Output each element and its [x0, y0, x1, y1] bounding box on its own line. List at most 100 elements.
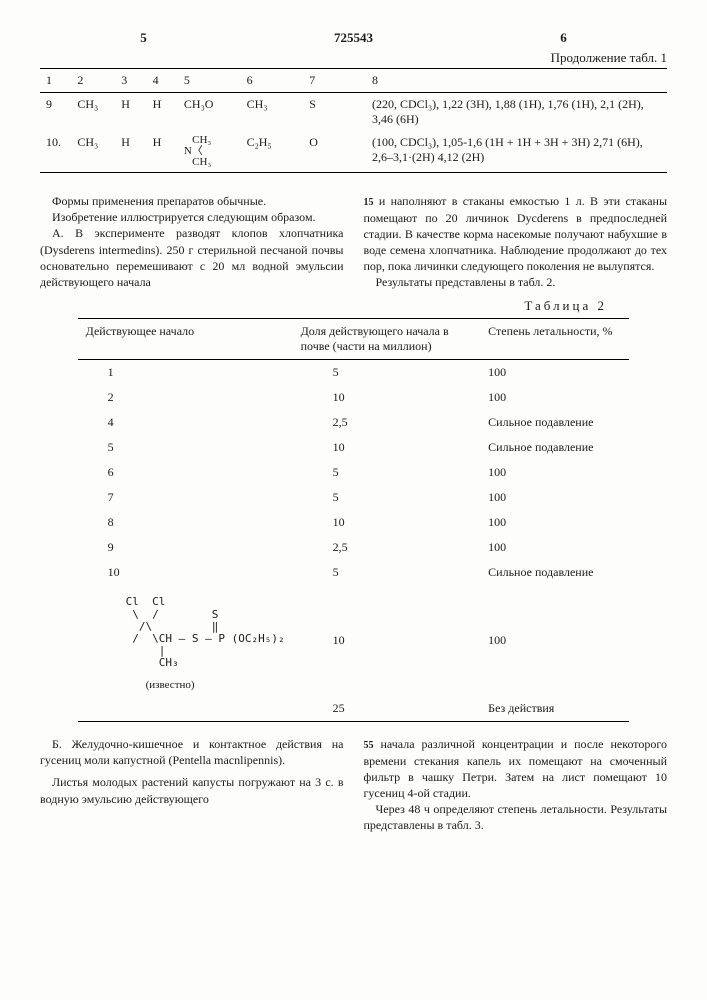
t2-h3: Степень летальности, %	[480, 319, 629, 360]
cell: 5	[293, 485, 481, 510]
cell: 10	[293, 385, 481, 410]
cell: Cl Cl \ / S /\ ‖ / \CH — S — P (OC₂H₅)₂ …	[78, 585, 293, 696]
cell: 10	[293, 585, 481, 696]
cell: 5	[78, 435, 293, 460]
right-column: 55 начала различной концентрации и после…	[364, 736, 668, 833]
col-right: 6	[460, 30, 667, 46]
t2-h1: Действующее начало	[78, 319, 293, 360]
para: начала различной концентрации и после не…	[364, 737, 668, 800]
para: Изобретение иллюстрируется следующим обр…	[40, 209, 344, 225]
cell: 9	[40, 93, 71, 132]
cell: H	[147, 93, 178, 132]
table-row: 65100	[78, 460, 630, 485]
cell: C₂H₅	[241, 131, 304, 173]
cell: (220, CDCl₃), 1,22 (3H), 1,88 (1H), 1,76…	[366, 93, 667, 132]
cell: Сильное подавление	[480, 560, 629, 585]
table-row: 210100	[78, 385, 630, 410]
table-row: Cl Cl \ / S /\ ‖ / \CH — S — P (OC₂H₅)₂ …	[78, 585, 630, 696]
cell: H	[115, 93, 146, 132]
table-row: 42,5Сильное подавление	[78, 410, 630, 435]
cell: CH₃	[71, 93, 115, 132]
para: и наполняют в стаканы емкостью 1 л. В эт…	[364, 194, 668, 273]
cell: CH₃	[241, 93, 304, 132]
cell: 4	[78, 410, 293, 435]
table-row: 25Без действия	[78, 696, 630, 722]
cell: 100	[480, 585, 629, 696]
table-row: 105Сильное подавление	[78, 560, 630, 585]
cell: Сильное подавление	[480, 410, 629, 435]
col-left: 5	[40, 30, 247, 46]
right-column: 15 и наполняют в стаканы емкостью 1 л. В…	[364, 193, 668, 290]
cell: 10	[293, 435, 481, 460]
table-row: 75100	[78, 485, 630, 510]
para: А. В эксперименте разводят клопов хлопча…	[40, 225, 344, 290]
t1-h2: 2	[71, 69, 115, 93]
line-number: 55	[364, 740, 374, 751]
cell: 100	[480, 385, 629, 410]
table-row: 510Сильное подавление	[78, 435, 630, 460]
cell: Без действия	[480, 696, 629, 722]
body-section-b: Б. Желудочно-кишечное и контактное дейст…	[40, 736, 667, 833]
cell	[78, 696, 293, 722]
cell: Сильное подавление	[480, 435, 629, 460]
cell: 100	[480, 535, 629, 560]
cell: CH₃O	[178, 93, 241, 132]
t1-h5: 5	[178, 69, 241, 93]
cell: O	[303, 131, 366, 173]
cell: 9	[78, 535, 293, 560]
patent-number: 725543	[250, 30, 457, 46]
cell: S	[303, 93, 366, 132]
page-header: 5 725543 6	[40, 30, 667, 46]
t1-h1: 1	[40, 69, 71, 93]
cell-formula: CH₃N〈 CH₃	[178, 131, 241, 173]
cell: 8	[78, 510, 293, 535]
cell: 1	[78, 360, 293, 386]
cell: 5	[293, 460, 481, 485]
cell: 25	[293, 696, 481, 722]
cell: 6	[78, 460, 293, 485]
table-2: Действующее начало Доля действующего нач…	[78, 318, 630, 722]
t1-h7: 7	[303, 69, 366, 93]
chem-structure: Cl Cl \ / S /\ ‖ / \CH — S — P (OC₂H₅)₂ …	[126, 596, 285, 669]
cell: 5	[293, 560, 481, 585]
table-row: 9 CH₃ H H CH₃O CH₃ S (220, CDCl₃), 1,22 …	[40, 93, 667, 132]
para: Б. Желудочно-кишечное и контактное дейст…	[40, 736, 344, 768]
cell: 10	[78, 560, 293, 585]
chem-known: (известно)	[146, 679, 285, 691]
cell: 2	[78, 385, 293, 410]
cell: 7	[78, 485, 293, 510]
table-1: 1 2 3 4 5 6 7 8 9 CH₃ H H CH₃O CH₃ S (22…	[40, 68, 667, 173]
cell: 10.	[40, 131, 71, 173]
table-row: 92,5100	[78, 535, 630, 560]
t1-h3: 3	[115, 69, 146, 93]
cell: 100	[480, 460, 629, 485]
body-section-a: Формы применения препаратов обычные. Изо…	[40, 193, 667, 290]
t1-h4: 4	[147, 69, 178, 93]
cell: 100	[480, 485, 629, 510]
left-column: Формы применения препаратов обычные. Изо…	[40, 193, 344, 290]
cell: 100	[480, 510, 629, 535]
left-column: Б. Желудочно-кишечное и контактное дейст…	[40, 736, 344, 833]
table-row: 810100	[78, 510, 630, 535]
continuation-note: Продолжение табл. 1	[40, 50, 667, 66]
cell: CH₃	[71, 131, 115, 173]
para: Результаты представлены в табл. 2.	[364, 274, 668, 290]
cell: 10	[293, 510, 481, 535]
t1-h6: 6	[241, 69, 304, 93]
line-number: 15	[364, 197, 374, 208]
table-row: 15100	[78, 360, 630, 386]
para: Через 48 ч определяют степень летальност…	[364, 801, 668, 833]
cell: 2,5	[293, 535, 481, 560]
cell: 100	[480, 360, 629, 386]
cell: H	[115, 131, 146, 173]
cell: 2,5	[293, 410, 481, 435]
t1-h8: 8	[366, 69, 667, 93]
t2-h2: Доля действующего начала в почве (части …	[293, 319, 481, 360]
table2-caption: Таблица 2	[40, 298, 607, 314]
table-row: 10. CH₃ H H CH₃N〈 CH₃ C₂H₅ O (100, CDCl₃…	[40, 131, 667, 173]
cell: H	[147, 131, 178, 173]
para: Формы применения препаратов обычные.	[40, 193, 344, 209]
para: Листья молодых растений капусты погружаю…	[40, 774, 344, 806]
cell: (100, CDCl₃), 1,05-1,6 (1H + 1H + 3H + 3…	[366, 131, 667, 173]
cell: 5	[293, 360, 481, 386]
